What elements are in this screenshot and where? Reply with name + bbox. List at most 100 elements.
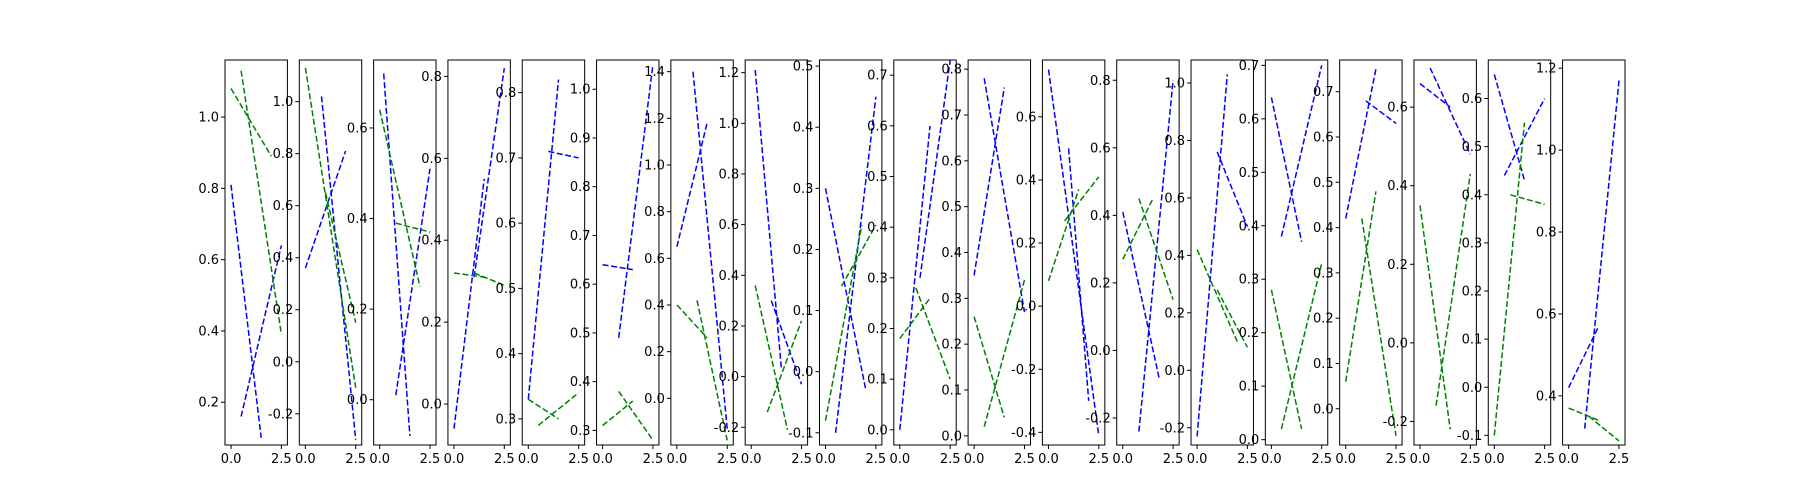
series-line-3 (453, 272, 485, 278)
y-tick-label: 0.9 (570, 131, 591, 146)
x-tick-label: 0.0 (444, 452, 465, 467)
y-tick-label: 0.3 (793, 182, 814, 197)
y-tick-label: -0.2 (1085, 411, 1110, 426)
y-tick-label: -0.2 (1011, 363, 1036, 378)
subplot-6: 0.0 2.50.30.40.50.60.70.80.91.0 (570, 59, 664, 467)
plot-frame (1487, 59, 1552, 446)
series-line-4 (766, 320, 803, 413)
x-tick-label: 2.5 (271, 452, 292, 467)
y-tick-label: 0.4 (793, 121, 814, 136)
series-line-3 (1568, 407, 1600, 422)
series-line-2 (320, 96, 357, 440)
y-tick-label: 1.2 (644, 112, 665, 127)
subplot-16: 0.0 2.50.00.10.20.30.40.50.60.7 (1313, 59, 1406, 467)
plot-frame (1339, 59, 1403, 446)
y-tick-label: 0.2 (1090, 276, 1111, 291)
y-tick-label: -0.2 (268, 407, 293, 422)
plot-frame (521, 59, 586, 446)
series-line-1 (453, 178, 485, 429)
series-line-3 (304, 67, 357, 388)
series-line-3 (230, 88, 272, 157)
y-tick-label: 0.2 (941, 338, 962, 353)
y-tick-label: 0.6 (1090, 141, 1111, 156)
y-tick-label: 0.0 (1016, 300, 1037, 315)
series-line-2 (770, 300, 803, 385)
y-tick-label: 0.0 (1164, 364, 1185, 379)
subplot-9: 0.0 2.5-0.10.00.10.20.30.40.5 (788, 59, 886, 467)
y-tick-label: 0.8 (570, 180, 591, 195)
y-tick-label: 0.4 (941, 246, 962, 261)
series-line-2 (240, 245, 283, 417)
series-line-3 (1493, 122, 1526, 436)
y-tick-label: 0.4 (1313, 221, 1334, 236)
y-tick-label: 0.4 (718, 269, 739, 284)
series-line-1 (1196, 74, 1229, 437)
y-tick-label: 0.2 (718, 319, 739, 334)
series-line-1 (602, 263, 633, 271)
y-tick-label: 0.4 (570, 375, 591, 390)
y-tick-label: 0.4 (273, 251, 294, 266)
y-tick-label: 1.0 (273, 95, 294, 110)
y-tick-label: 0.6 (718, 218, 739, 233)
y-tick-label: 0.6 (421, 152, 442, 167)
y-tick-label: 1.0 (570, 83, 591, 98)
y-tick-label: -0.1 (1457, 429, 1482, 444)
y-tick-label: 1.4 (644, 65, 665, 80)
series-line-3 (1344, 191, 1377, 382)
series-line-1 (382, 73, 411, 436)
series-line-4 (1588, 415, 1620, 442)
series-line-1 (1419, 83, 1451, 108)
y-tick-label: 0.2 (793, 243, 814, 258)
series-line-1 (973, 87, 1006, 276)
y-tick-label: 0.4 (496, 347, 517, 362)
x-tick-label: 0.0 (1558, 452, 1579, 467)
y-tick-label: 0.8 (496, 86, 517, 101)
x-tick-label: 2.5 (1088, 452, 1109, 467)
y-tick-label: 0.6 (1239, 112, 1260, 127)
series-line-2 (1280, 65, 1323, 237)
x-tick-label: 2.5 (643, 452, 664, 467)
series-line-3 (973, 316, 1006, 418)
y-tick-label: 0.8 (718, 167, 739, 182)
x-tick-label: 0.0 (1261, 452, 1282, 467)
series-line-1 (1567, 325, 1600, 389)
plot-frame (1413, 59, 1477, 446)
x-tick-label: 2.5 (940, 452, 961, 467)
series-line-3 (824, 224, 863, 421)
y-tick-label: 0.4 (1239, 219, 1260, 234)
y-tick-label: 0.8 (1536, 226, 1557, 241)
series-line-2 (1216, 151, 1249, 227)
subplot-5: 0.0 2.50.30.40.50.60.70.8 (496, 59, 589, 467)
subplot-14: 0.0 2.5-0.20.00.20.40.60.81.0 (1160, 59, 1258, 467)
x-tick-label: 2.5 (717, 452, 738, 467)
x-tick-label: 2.5 (791, 452, 812, 467)
y-tick-label: 0.5 (1462, 140, 1483, 155)
y-tick-label: 0.1 (1462, 333, 1483, 348)
series-line-4 (618, 390, 654, 441)
y-tick-label: 0.5 (496, 282, 517, 297)
plot-frame (1041, 59, 1106, 446)
series-line-4 (915, 287, 951, 380)
series-line-2 (1365, 100, 1397, 125)
x-tick-label: 2.5 (1163, 452, 1184, 467)
y-tick-label: 0.2 (1164, 306, 1185, 321)
y-tick-label: 0.5 (1239, 166, 1260, 181)
series-line-3 (676, 304, 708, 339)
y-tick-label: 0.5 (793, 60, 814, 75)
y-tick-label: 0.6 (1016, 110, 1037, 125)
y-tick-label: 0.4 (1164, 249, 1185, 264)
y-tick-label: 0.6 (198, 253, 219, 268)
series-line-4 (473, 272, 505, 286)
x-tick-label: 0.0 (1335, 452, 1356, 467)
y-tick-label: 0.6 (347, 121, 368, 136)
x-tick-label: 0.0 (815, 452, 836, 467)
plot-frame (224, 59, 288, 446)
series-line-1 (1047, 69, 1100, 436)
y-tick-label: 0.2 (1016, 237, 1037, 252)
y-tick-label: 0.3 (941, 292, 962, 307)
x-tick-label: 2.5 (1237, 452, 1258, 467)
y-tick-label: 0.6 (1462, 92, 1483, 107)
series-line-4 (1361, 218, 1397, 437)
